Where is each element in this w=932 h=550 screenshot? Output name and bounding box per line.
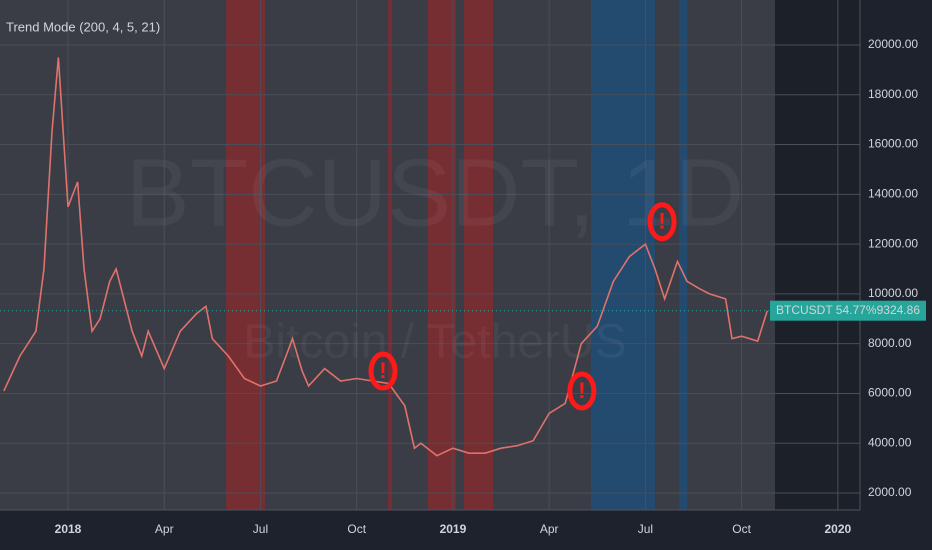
- trend-band: [463, 0, 494, 510]
- y-axis-area: [860, 0, 932, 550]
- y-tick-label: 6000.00: [868, 386, 912, 400]
- trend-band: [388, 0, 392, 510]
- y-tick-label: 4000.00: [868, 435, 912, 449]
- price-tag-name: BTCUSDT 54.77%: [776, 303, 877, 317]
- x-tick-label: Apr: [155, 522, 174, 536]
- trend-band: [427, 0, 456, 510]
- y-tick-label: 8000.00: [868, 336, 912, 350]
- annotation-circle: [647, 202, 677, 242]
- y-tick-label: 20000.00: [868, 37, 918, 51]
- y-tick-label: 16000.00: [868, 137, 918, 151]
- annotation-text: !: [658, 209, 665, 234]
- annotation-text: !: [379, 358, 386, 383]
- y-tick-label: 18000.00: [868, 87, 918, 101]
- watermark: BTCUSDT, 1D: [126, 139, 745, 246]
- future-area: [775, 0, 860, 510]
- x-tick-label: Apr: [540, 522, 559, 536]
- watermark-subtitle: Bitcoin / TetherUS: [243, 316, 626, 369]
- x-tick-label: Jul: [638, 522, 653, 536]
- x-tick-label: 2020: [825, 522, 852, 536]
- x-tick-label: Oct: [732, 522, 751, 536]
- x-tick-label: 2018: [55, 522, 82, 536]
- y-tick-label: 12000.00: [868, 236, 918, 250]
- trend-band: [590, 0, 656, 510]
- x-tick-label: Jul: [253, 522, 268, 536]
- annotation-text: !: [578, 378, 585, 403]
- x-tick-label: Oct: [347, 522, 366, 536]
- y-tick-label: 2000.00: [868, 485, 912, 499]
- trend-band: [679, 0, 688, 510]
- annotation-circle: [567, 371, 597, 411]
- x-axis-area: [0, 510, 860, 550]
- x-tick-label: 2019: [440, 522, 467, 536]
- y-tick-label: 14000.00: [868, 187, 918, 201]
- price-line: [3, 57, 769, 457]
- y-tick-label: 10000.00: [868, 286, 918, 300]
- annotation-circle: [368, 351, 398, 391]
- price-tag: [770, 300, 926, 321]
- trend-band: [226, 0, 265, 510]
- price-tag-value: 9324.86: [877, 303, 921, 317]
- indicator-title: Trend Mode (200, 4, 5, 21): [6, 19, 160, 34]
